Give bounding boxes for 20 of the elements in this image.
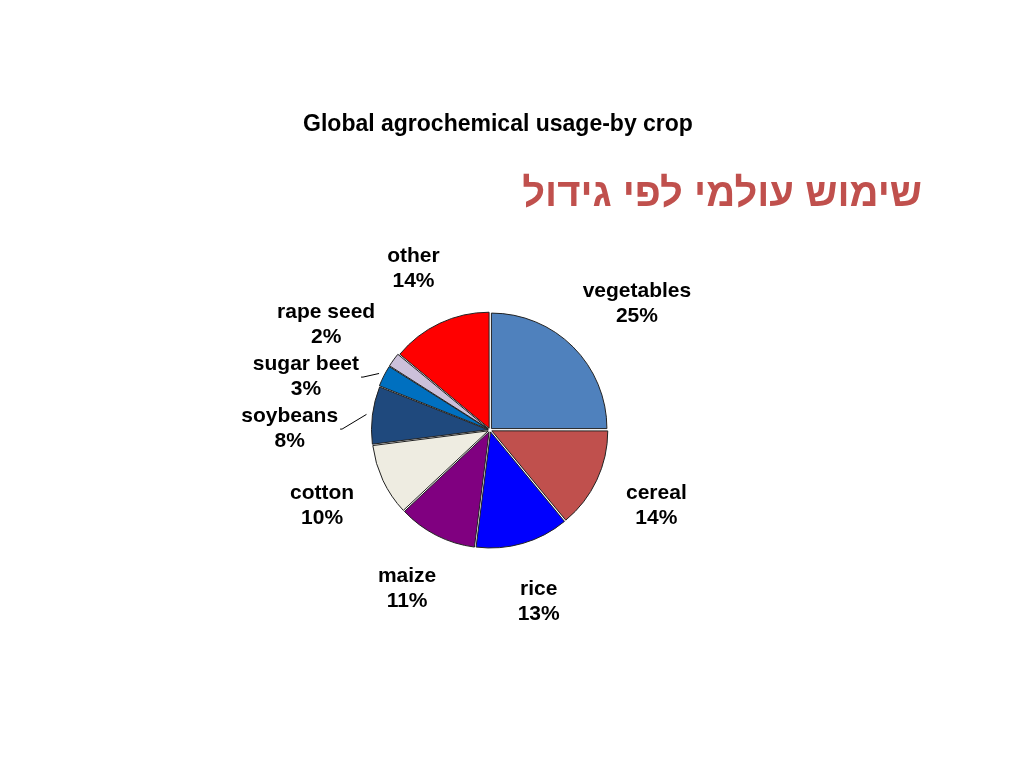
slice-label: cereal: [626, 480, 687, 504]
slice-label: soybeans: [241, 403, 339, 427]
slice-label: vegetables: [582, 278, 692, 302]
slice-label: rice: [520, 575, 558, 599]
data-label: 2%: [310, 324, 342, 348]
chart-title: Global agrochemical usage-by crop: [302, 110, 694, 137]
data-label: 10%: [301, 505, 344, 529]
chart-subtitle: שימוש עולמי לפי גידול: [522, 170, 922, 215]
data-label: 13%: [517, 600, 561, 624]
slice-label: sugar beet: [252, 351, 360, 375]
data-label: 14%: [635, 505, 678, 529]
data-label: 14%: [392, 267, 435, 291]
data-label: 11%: [386, 588, 428, 612]
data-label: 25%: [615, 303, 659, 327]
slice-label: rape seed: [277, 299, 376, 323]
slice-label: cotton: [290, 480, 355, 504]
slice-label: maize: [377, 563, 437, 587]
data-label: 8%: [274, 428, 306, 452]
data-label: 3%: [290, 376, 322, 400]
slice-label: other: [387, 242, 440, 266]
